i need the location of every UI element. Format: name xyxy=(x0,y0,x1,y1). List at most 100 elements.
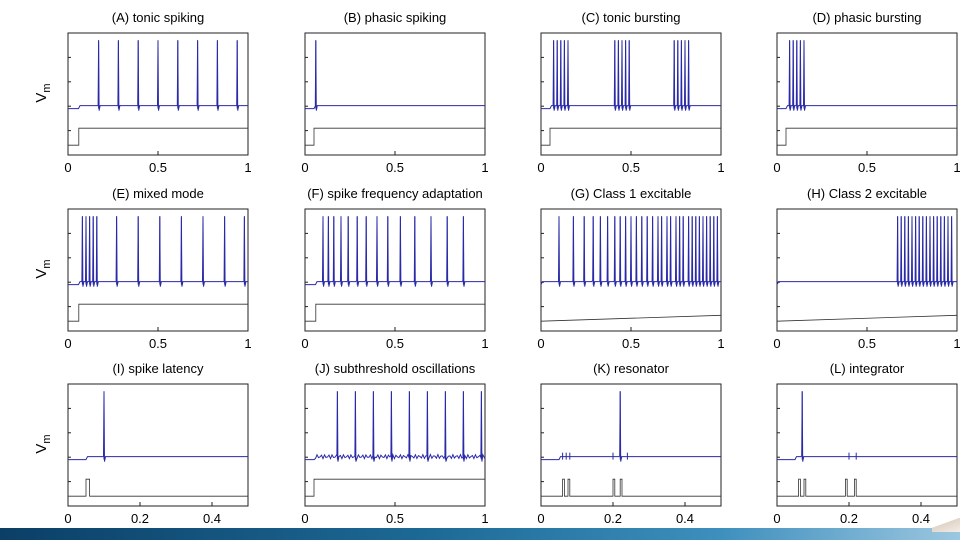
membrane-voltage-trace xyxy=(68,40,248,111)
axes-frame xyxy=(67,208,249,332)
x-tick-label: 0.5 xyxy=(858,336,876,351)
x-tick-label: 0.2 xyxy=(604,511,622,526)
x-tick-label: 0 xyxy=(537,336,544,351)
panel-title: (G) Class 1 excitable xyxy=(571,186,692,201)
x-tick-label: 0.2 xyxy=(840,511,858,526)
x-tick-label: 0 xyxy=(64,336,71,351)
input-current-trace xyxy=(68,478,248,497)
panel-e: (E) mixed mode Vm 0 0.5 1 xyxy=(33,186,252,351)
input-current-trace xyxy=(68,303,248,322)
input-current-trace xyxy=(305,303,485,322)
panel-g: (G) Class 1 excitable 0 0.5 1 xyxy=(537,186,724,351)
panel-i: (I) spike latency Vm 0 0.2 0.4 xyxy=(33,361,249,526)
x-tick-label: 1 xyxy=(717,336,724,351)
panel-title: (A) tonic spiking xyxy=(112,10,204,25)
membrane-voltage-trace xyxy=(540,216,721,287)
panel-h: (H) Class 2 excitable 0 0.5 1 xyxy=(773,186,960,351)
x-tick-label: 1 xyxy=(953,336,960,351)
y-label-subscript: m xyxy=(41,434,53,443)
panel-title: (E) mixed mode xyxy=(112,186,204,201)
x-tick-label: 0 xyxy=(64,511,71,526)
x-tick-label: 1 xyxy=(481,160,488,175)
y-label-main: V xyxy=(33,444,50,454)
y-axis-label: Vm xyxy=(33,434,53,453)
y-label-subscript: m xyxy=(41,259,53,268)
panel-title: (L) integrator xyxy=(830,361,905,376)
x-tick-label: 0 xyxy=(301,160,308,175)
axes-frame xyxy=(304,32,486,156)
x-tick-label: 0.5 xyxy=(622,336,640,351)
x-tick-label: 0 xyxy=(537,511,544,526)
panel-title: (B) phasic spiking xyxy=(344,10,447,25)
panel-title: (J) subthreshold oscillations xyxy=(315,361,476,376)
x-tick-label: 0 xyxy=(773,160,780,175)
membrane-voltage-trace xyxy=(541,391,721,462)
x-tick-label: 0 xyxy=(773,336,780,351)
x-tick-label: 0.4 xyxy=(203,511,221,526)
y-label-subscript: m xyxy=(41,83,53,92)
axes-frame xyxy=(304,383,486,507)
corner-accent xyxy=(932,518,960,532)
x-tick-label: 1 xyxy=(244,336,251,351)
panel-title: (I) spike latency xyxy=(112,361,204,376)
input-current-trace xyxy=(777,478,957,497)
x-tick-label: 1 xyxy=(244,160,251,175)
x-tick-label: 0 xyxy=(301,336,308,351)
membrane-voltage-trace xyxy=(68,391,248,462)
x-tick-label: 0 xyxy=(301,511,308,526)
input-current-trace xyxy=(777,127,957,146)
x-tick-label: 1 xyxy=(481,511,488,526)
panel-b: (B) phasic spiking 0 0.5 1 xyxy=(301,10,488,175)
panel-title: (C) tonic bursting xyxy=(582,10,681,25)
x-tick-label: 0.5 xyxy=(858,160,876,175)
y-axis-label: Vm xyxy=(33,259,53,278)
input-current-trace xyxy=(541,127,721,146)
panel-title: (K) resonator xyxy=(593,361,670,376)
y-label-main: V xyxy=(33,93,50,103)
bottom-decorative-band xyxy=(0,528,960,540)
panel-l: (L) integrator 0 0.2 0.4 xyxy=(773,361,958,526)
membrane-voltage-trace xyxy=(305,216,485,287)
input-current-trace xyxy=(540,314,722,322)
membrane-voltage-trace xyxy=(305,40,485,111)
x-tick-label: 0.5 xyxy=(386,511,404,526)
panel-d: (D) phasic bursting 0 0.5 1 xyxy=(773,10,960,175)
x-tick-label: 0.4 xyxy=(676,511,694,526)
membrane-voltage-trace xyxy=(541,40,721,111)
y-axis-label: Vm xyxy=(33,83,53,102)
x-tick-label: 1 xyxy=(953,160,960,175)
membrane-voltage-trace xyxy=(68,216,248,287)
panel-title: (H) Class 2 excitable xyxy=(807,186,927,201)
axes-frame xyxy=(540,383,722,507)
x-tick-label: 0.5 xyxy=(149,336,167,351)
x-tick-label: 0.5 xyxy=(149,160,167,175)
panel-f: (F) spike frequency adaptation 0 0.5 1 xyxy=(301,186,488,351)
panel-k: (K) resonator 0 0.2 0.4 xyxy=(537,361,722,526)
axes-frame xyxy=(67,383,249,507)
panel-a: (A) tonic spiking Vm 0 0.5 1 xyxy=(33,10,252,175)
membrane-voltage-trace xyxy=(305,391,486,462)
x-tick-label: 0.2 xyxy=(131,511,149,526)
x-tick-label: 0.4 xyxy=(912,511,930,526)
y-label-main: V xyxy=(33,269,50,279)
axes-frame xyxy=(776,383,958,507)
membrane-voltage-trace xyxy=(777,391,957,462)
x-tick-label: 1 xyxy=(717,160,724,175)
panel-title: (D) phasic bursting xyxy=(812,10,921,25)
input-current-trace xyxy=(541,478,721,497)
x-tick-label: 0 xyxy=(64,160,71,175)
axes-frame xyxy=(304,208,486,332)
x-tick-label: 0.5 xyxy=(386,160,404,175)
input-current-trace xyxy=(305,478,485,497)
membrane-voltage-trace xyxy=(777,40,957,111)
panel-c: (C) tonic bursting 0 0.5 1 xyxy=(537,10,724,175)
panel-j: (J) subthreshold oscillations 0 0.5 1 xyxy=(301,361,488,526)
x-tick-label: 0.5 xyxy=(386,336,404,351)
x-tick-label: 1 xyxy=(481,336,488,351)
x-tick-label: 0.5 xyxy=(622,160,640,175)
input-current-trace xyxy=(305,127,485,146)
input-current-trace xyxy=(68,127,248,146)
x-tick-label: 0 xyxy=(773,511,780,526)
panel-title: (F) spike frequency adaptation xyxy=(307,186,483,201)
